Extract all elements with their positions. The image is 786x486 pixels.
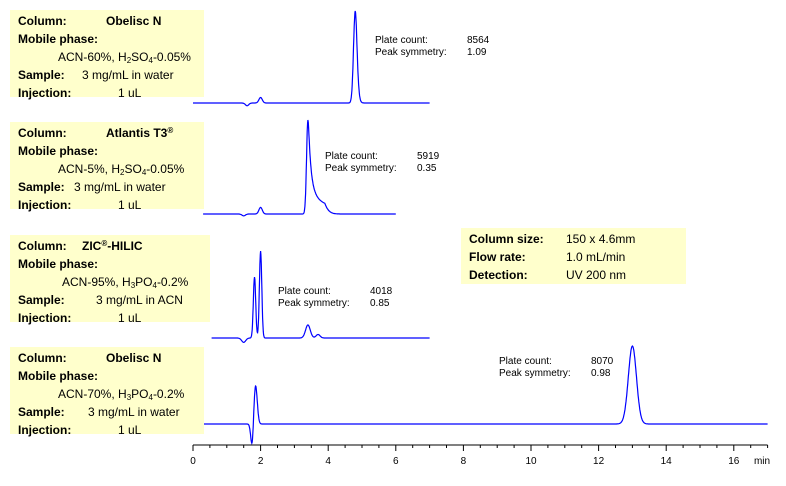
x-axis-unit-label: min bbox=[754, 456, 770, 467]
sample-label: Sample: bbox=[18, 180, 65, 194]
injection-value: 1 uL bbox=[118, 423, 142, 437]
mobile-phase-value: ACN-60%, H2SO4-0.05% bbox=[58, 50, 191, 65]
mobile-phase-label: Mobile phase: bbox=[18, 32, 99, 46]
info-box-4: Column: Obelisc N Mobile phase: ACN-70%, … bbox=[10, 347, 204, 437]
peak-stats-1: Plate count: 8564 Peak symmetry: 1.09 bbox=[375, 35, 489, 59]
peak-symmetry-label: Peak symmetry: bbox=[499, 368, 571, 379]
info-box-1: Column: Obelisc N Mobile phase: ACN-60%, … bbox=[10, 10, 204, 100]
plate-count-value: 8070 bbox=[591, 356, 614, 367]
peak-stats-4: Plate count: 8070 Peak symmetry: 0.98 bbox=[499, 356, 613, 380]
injection-value: 1 uL bbox=[118, 198, 142, 212]
conditions-box: Column size: 150 x 4.6mm Flow rate: 1.0 mL… bbox=[461, 228, 686, 284]
injection-value: 1 uL bbox=[118, 311, 142, 325]
peak-stats-2: Plate count: 5919 Peak symmetry: 0.35 bbox=[325, 151, 439, 175]
peak-symmetry-label: Peak symmetry: bbox=[375, 47, 447, 58]
peak-symmetry-label: Peak symmetry: bbox=[325, 163, 397, 174]
sample-value: 3 mg/mL in water bbox=[74, 180, 166, 194]
chromatogram-trace-4 bbox=[193, 345, 768, 445]
injection-value: 1 uL bbox=[118, 86, 142, 100]
plate-count-label: Plate count: bbox=[499, 356, 552, 367]
plate-count-label: Plate count: bbox=[375, 35, 428, 46]
flow-rate-label: Flow rate: bbox=[469, 250, 526, 264]
injection-label: Injection: bbox=[18, 311, 72, 325]
column-label: Column: bbox=[18, 239, 67, 253]
x-tick-label: 12 bbox=[593, 456, 605, 467]
chromatogram-trace-2 bbox=[203, 119, 396, 217]
sample-label: Sample: bbox=[18, 293, 65, 307]
x-tick-label: 10 bbox=[525, 456, 537, 467]
peak-symmetry-value: 1.09 bbox=[467, 47, 487, 58]
plate-count-value: 4018 bbox=[370, 286, 393, 297]
sample-label: Sample: bbox=[18, 68, 65, 82]
injection-label: Injection: bbox=[18, 198, 72, 212]
column-name: ZIC®-HILIC bbox=[82, 239, 143, 253]
column-label: Column: bbox=[18, 14, 67, 28]
x-tick-label: 8 bbox=[461, 456, 467, 467]
info-box-2: Column: Atlantis T3® Mobile phase: ACN-5%… bbox=[10, 122, 204, 212]
mobile-phase-value: ACN-95%, H3PO4-0.2% bbox=[62, 275, 189, 290]
column-name: Obelisc N bbox=[106, 351, 162, 365]
sample-value: 3 mg/mL in ACN bbox=[96, 293, 183, 307]
sample-label: Sample: bbox=[18, 405, 65, 419]
detection-label: Detection: bbox=[469, 268, 528, 282]
plate-count-label: Plate count: bbox=[278, 286, 331, 297]
x-tick-label: 6 bbox=[393, 456, 399, 467]
mobile-phase-value: ACN-5%, H2SO4-0.05% bbox=[58, 162, 185, 177]
mobile-phase-label: Mobile phase: bbox=[18, 144, 99, 158]
column-size-value: 150 x 4.6mm bbox=[566, 232, 636, 246]
x-tick-label: 16 bbox=[728, 456, 740, 467]
flow-rate-value: 1.0 mL/min bbox=[566, 250, 626, 264]
x-tick-label: 4 bbox=[325, 456, 331, 467]
peak-symmetry-value: 0.85 bbox=[370, 298, 390, 309]
sample-value: 3 mg/mL in water bbox=[88, 405, 180, 419]
chromatogram-trace-3 bbox=[211, 250, 430, 344]
injection-label: Injection: bbox=[18, 423, 72, 437]
sample-value: 3 mg/mL in water bbox=[82, 68, 174, 82]
mobile-phase-label: Mobile phase: bbox=[18, 257, 99, 271]
column-label: Column: bbox=[18, 351, 67, 365]
mobile-phase-label: Mobile phase: bbox=[18, 369, 99, 383]
plate-count-label: Plate count: bbox=[325, 151, 378, 162]
column-size-label: Column size: bbox=[469, 232, 544, 246]
plate-count-value: 8564 bbox=[467, 35, 490, 46]
detection-value: UV 200 nm bbox=[566, 268, 627, 282]
mobile-phase-value: ACN-70%, H3PO4-0.2% bbox=[58, 387, 185, 402]
x-tick-label: 2 bbox=[258, 456, 264, 467]
plate-count-value: 5919 bbox=[417, 151, 440, 162]
peak-symmetry-label: Peak symmetry: bbox=[278, 298, 350, 309]
injection-label: Injection: bbox=[18, 86, 72, 100]
column-label: Column: bbox=[18, 126, 67, 140]
peak-symmetry-value: 0.98 bbox=[591, 368, 611, 379]
column-name: Atlantis T3® bbox=[106, 126, 174, 140]
column-name: Obelisc N bbox=[106, 14, 162, 28]
x-tick-label: 0 bbox=[190, 456, 196, 467]
peak-symmetry-value: 0.35 bbox=[417, 163, 437, 174]
chromatogram-trace-1 bbox=[193, 10, 430, 107]
x-tick-label: 14 bbox=[661, 456, 673, 467]
peak-stats-3: Plate count: 4018 Peak symmetry: 0.85 bbox=[278, 286, 392, 310]
info-box-3: Column: ZIC®-HILIC Mobile phase: ACN-95%,… bbox=[10, 235, 210, 325]
